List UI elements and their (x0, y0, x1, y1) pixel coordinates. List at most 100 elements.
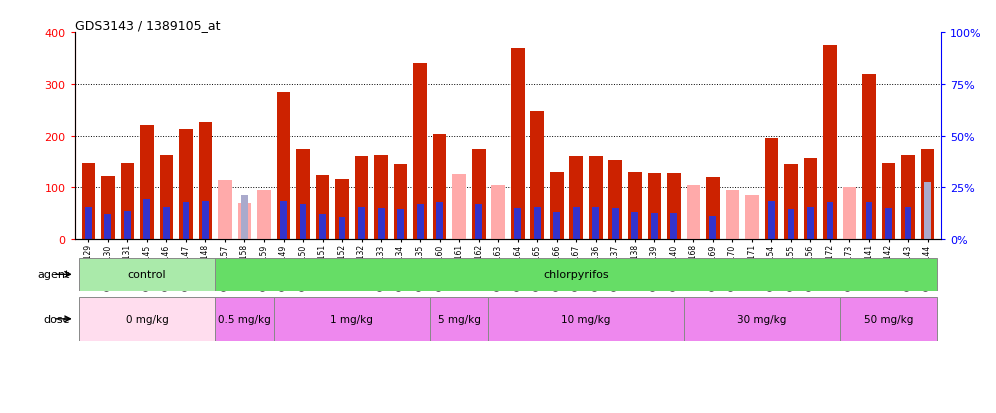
Bar (745, 196, 759, 240)
Bar (491, 185, 505, 240)
Bar (706, 178, 720, 240)
Bar (573, 207, 580, 240)
Bar (647, 173, 661, 240)
Bar (452, 175, 466, 240)
Bar (430, 297, 488, 341)
Bar (531, 112, 544, 240)
Bar (101, 177, 115, 240)
Bar (316, 176, 330, 240)
Bar (609, 161, 622, 240)
Bar (804, 159, 818, 240)
Bar (514, 209, 521, 240)
Bar (667, 173, 680, 240)
Bar (355, 157, 369, 240)
Bar (143, 199, 150, 240)
Bar (866, 202, 872, 240)
Bar (709, 216, 716, 240)
Bar (436, 202, 443, 240)
Bar (628, 173, 641, 240)
Bar (140, 126, 153, 240)
Bar (920, 149, 934, 240)
Bar (377, 209, 384, 240)
Bar (159, 155, 173, 240)
Bar (336, 180, 349, 240)
Text: control: control (127, 270, 166, 280)
Bar (631, 213, 638, 240)
Bar (238, 204, 251, 240)
Bar (807, 207, 814, 240)
Bar (651, 214, 657, 240)
Bar (863, 74, 875, 240)
Bar (433, 134, 446, 240)
Bar (121, 163, 134, 240)
Text: 5 mg/kg: 5 mg/kg (437, 314, 481, 324)
Bar (319, 215, 326, 240)
Bar (300, 204, 307, 240)
Bar (823, 46, 837, 240)
Bar (105, 215, 112, 240)
Bar (79, 258, 215, 291)
Bar (277, 93, 291, 240)
Bar (686, 185, 700, 240)
Bar (374, 156, 387, 240)
Bar (124, 211, 130, 240)
Text: 1 mg/kg: 1 mg/kg (331, 314, 374, 324)
Bar (725, 190, 739, 240)
Bar (274, 297, 430, 341)
Bar (589, 157, 603, 240)
Bar (534, 207, 541, 240)
Text: chlorpyrifos: chlorpyrifos (544, 270, 610, 280)
Bar (241, 196, 248, 240)
Bar (554, 213, 560, 240)
Bar (215, 258, 937, 291)
Bar (280, 202, 287, 240)
Bar (924, 204, 931, 240)
Text: dose: dose (43, 314, 70, 324)
Bar (570, 157, 583, 240)
Text: 10 mg/kg: 10 mg/kg (562, 314, 611, 324)
Bar (359, 207, 365, 240)
Text: 30 mg/kg: 30 mg/kg (737, 314, 787, 324)
Bar (82, 163, 96, 240)
Bar (218, 180, 232, 240)
Text: GDS3143 / 1389105_at: GDS3143 / 1389105_at (75, 19, 220, 32)
Bar (85, 207, 92, 240)
Bar (550, 173, 564, 240)
Bar (593, 207, 600, 240)
Bar (215, 297, 274, 341)
Bar (827, 202, 834, 240)
Text: 0.5 mg/kg: 0.5 mg/kg (218, 314, 271, 324)
Bar (885, 209, 892, 240)
Bar (296, 149, 310, 240)
Text: 0 mg/kg: 0 mg/kg (125, 314, 168, 324)
Bar (843, 188, 857, 240)
Bar (397, 210, 404, 240)
Bar (881, 163, 895, 240)
Text: 50 mg/kg: 50 mg/kg (864, 314, 913, 324)
Bar (784, 165, 798, 240)
Bar (393, 165, 407, 240)
Bar (683, 297, 840, 341)
Bar (182, 202, 189, 240)
Bar (768, 202, 775, 240)
Bar (788, 210, 795, 240)
Bar (840, 297, 937, 341)
Bar (472, 150, 485, 240)
Bar (511, 48, 525, 240)
Bar (163, 207, 170, 240)
Bar (488, 297, 683, 341)
Bar (202, 202, 209, 240)
Bar (475, 204, 482, 240)
Bar (79, 297, 215, 341)
Bar (765, 139, 778, 240)
Bar (670, 214, 677, 240)
Bar (924, 183, 931, 240)
Bar (198, 122, 212, 240)
Bar (901, 156, 915, 240)
Bar (904, 207, 911, 240)
Bar (416, 204, 423, 240)
Bar (612, 209, 619, 240)
Bar (339, 217, 346, 240)
Text: agent: agent (37, 270, 70, 280)
Bar (413, 64, 427, 240)
